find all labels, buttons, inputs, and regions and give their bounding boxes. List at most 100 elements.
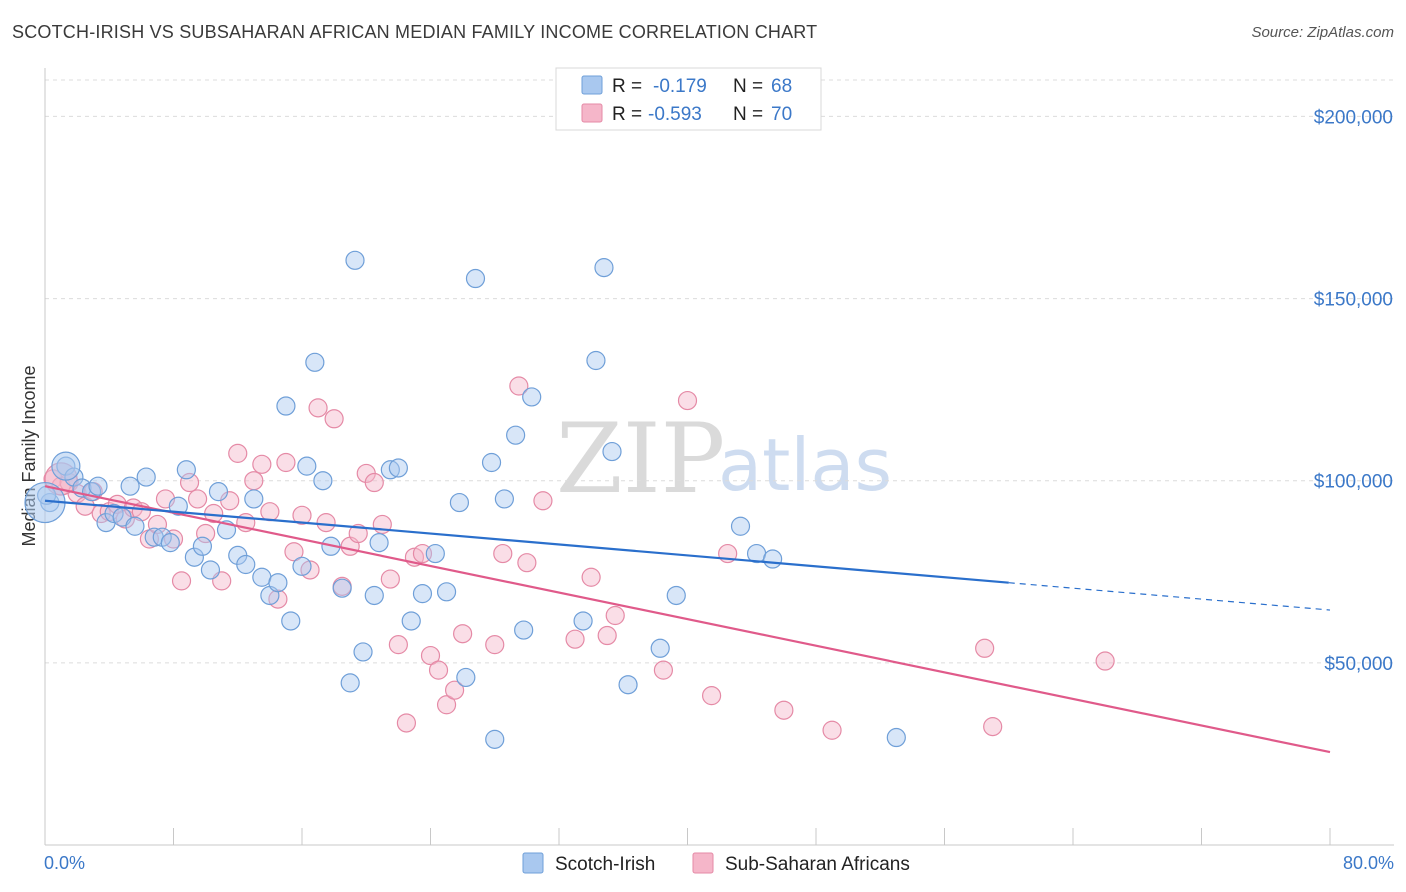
data-point	[332, 578, 352, 598]
data-point	[412, 584, 433, 604]
grid-lines	[45, 79, 1394, 664]
legend-n-label: N =	[733, 104, 763, 125]
data-point	[316, 513, 336, 533]
data-point	[605, 605, 625, 626]
y-tick-labels: $50,000 $100,000 $150,000 $200,000	[1314, 107, 1393, 674]
data-point	[115, 509, 135, 529]
legend-swatch-sub-saharan	[581, 103, 603, 123]
data-point	[597, 625, 617, 646]
y-tick-label: $50,000	[1324, 654, 1393, 675]
data-point	[268, 573, 288, 593]
data-point	[494, 489, 514, 509]
data-point	[886, 727, 906, 748]
data-point	[485, 729, 505, 749]
data-point	[192, 536, 213, 556]
legend-n-value: 68	[771, 76, 792, 97]
data-point	[196, 523, 216, 544]
x-axis-ticks	[44, 828, 1331, 845]
legend-swatch-sub-saharan	[692, 852, 714, 874]
data-point	[364, 585, 384, 606]
legend-swatch-scotch-irish	[522, 852, 544, 874]
data-point	[388, 635, 408, 655]
data-point	[533, 491, 553, 511]
data-point	[485, 635, 505, 655]
data-point	[594, 258, 614, 278]
watermark: ZIP atlas	[556, 403, 892, 515]
x-tick-label-min: 0.0%	[44, 853, 85, 873]
data-point	[147, 514, 168, 535]
data-point	[353, 642, 373, 662]
data-point	[618, 675, 638, 695]
legend-r-value: -0.179	[653, 76, 707, 97]
data-point	[453, 624, 473, 644]
data-point	[276, 452, 296, 473]
data-point	[677, 390, 698, 411]
data-point	[1095, 651, 1115, 671]
data-point	[179, 472, 200, 493]
data-point	[292, 556, 312, 576]
data-point	[653, 660, 674, 680]
watermark-zip: ZIP	[556, 403, 725, 515]
data-point	[586, 350, 606, 371]
data-point	[436, 695, 457, 715]
data-point	[345, 250, 365, 270]
data-point	[509, 376, 529, 396]
data-point	[444, 680, 465, 700]
data-point	[456, 667, 476, 688]
data-point	[324, 409, 344, 429]
data-point	[236, 554, 256, 575]
data-point	[522, 387, 542, 407]
data-point	[348, 523, 368, 544]
trend-lines	[44, 485, 1331, 754]
data-point	[774, 700, 794, 720]
data-point	[602, 441, 622, 462]
y-tick-label: $200,000	[1314, 107, 1393, 128]
y-tick-label: $100,000	[1314, 472, 1393, 493]
data-point	[425, 543, 445, 564]
data-point	[514, 620, 534, 640]
data-point	[281, 611, 301, 631]
data-point	[308, 398, 328, 418]
data-point	[136, 467, 156, 487]
data-point	[228, 443, 248, 463]
data-point	[701, 686, 722, 706]
chart-title: SCOTCH-IRISH VS SUBSAHARAN AFRICAN MEDIA…	[12, 22, 818, 42]
data-point	[428, 660, 449, 680]
data-point	[276, 396, 296, 416]
data-point	[449, 492, 470, 513]
data-point	[369, 533, 389, 553]
data-point	[125, 516, 145, 536]
data-point	[763, 549, 783, 569]
data-point	[252, 567, 272, 587]
correlation-legend: R = -0.179 N = 68 R = -0.593 N = 70	[555, 67, 822, 131]
data-point	[244, 489, 264, 509]
data-point	[517, 553, 537, 573]
data-point	[420, 645, 441, 666]
data-point	[388, 458, 408, 478]
data-point	[187, 489, 208, 509]
data-point	[396, 713, 417, 733]
trend-line-scotch-irish-extension	[1008, 582, 1331, 611]
data-point	[297, 456, 317, 476]
trend-line-sub-saharan	[44, 485, 1331, 754]
series-legend: Scotch-Irish Sub-Saharan Africans	[522, 852, 910, 875]
data-point	[160, 533, 180, 553]
legend-n-label: N =	[733, 76, 763, 97]
legend-r-label: R =	[612, 104, 642, 125]
legend-swatch-scotch-irish	[581, 75, 603, 95]
data-point	[481, 452, 502, 473]
data-point	[364, 472, 384, 493]
data-point	[565, 629, 585, 649]
data-point	[88, 476, 108, 496]
data-point	[51, 451, 81, 481]
data-point	[650, 638, 670, 658]
data-point	[244, 471, 264, 491]
data-point	[208, 482, 229, 502]
legend-r-value: -0.593	[648, 104, 702, 125]
data-point	[284, 542, 304, 562]
data-point	[340, 673, 360, 693]
data-point	[436, 582, 457, 602]
data-point	[975, 638, 995, 658]
data-point	[252, 454, 272, 474]
data-point	[380, 460, 400, 480]
